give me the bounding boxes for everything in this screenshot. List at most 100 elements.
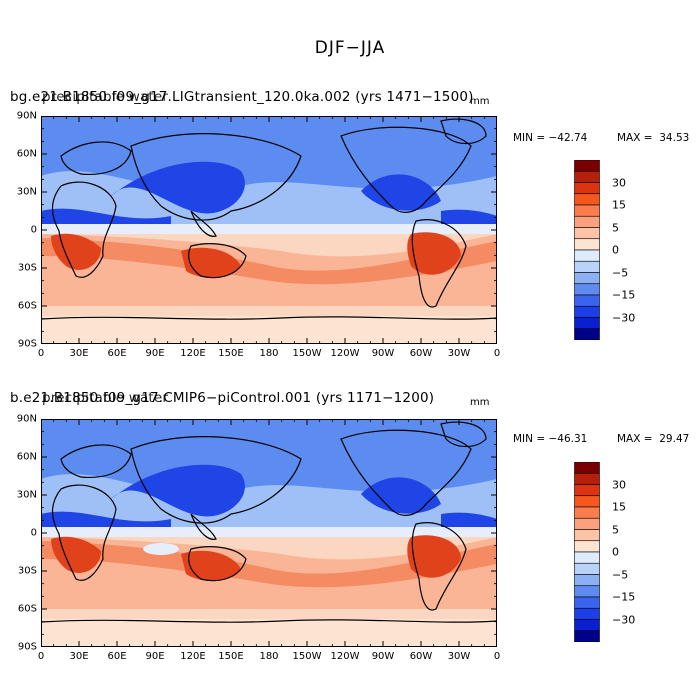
field-tropic-north-deep (41, 208, 171, 228)
field-australia-hot (181, 550, 241, 581)
indochina-coast (190, 513, 217, 540)
x-tick-label: 180 (259, 651, 279, 662)
colorbar-swatch (574, 495, 600, 508)
field-indian-ocean-neutral (143, 543, 179, 555)
x-tick-label: 90E (145, 651, 165, 662)
field-asia-deep (111, 161, 245, 214)
x-tick-label: 60E (107, 348, 127, 359)
namerica-coast (340, 429, 472, 516)
samerica-coast (411, 219, 467, 308)
colorbar-swatch (574, 585, 600, 598)
colorbar-swatch (574, 204, 600, 217)
colorbar-label: 30 (612, 176, 626, 189)
colorbar-swatch (574, 283, 600, 296)
antarctica-coast (41, 619, 497, 623)
y-tick-label: 30N (16, 186, 37, 198)
colorbar-swatch (574, 506, 600, 519)
panel-2-map (41, 419, 497, 647)
colorbar-label: 5 (612, 221, 619, 234)
colorbar-swatch (574, 215, 600, 228)
x-tick-label: 150E (218, 651, 244, 662)
panel-2-title: b.e21.B1850.f09_g17.CMIP6−piControl.001 … (10, 390, 435, 406)
colorbar-swatch (574, 529, 600, 542)
y-tick-label: 0 (30, 527, 37, 539)
colorbar-label: −15 (612, 590, 636, 604)
y-tick-label: 90S (17, 641, 37, 653)
colorbar-label: −30 (612, 311, 636, 324)
x-tick-label: 90W (371, 348, 395, 359)
panel-2-colorbar (574, 462, 600, 642)
field-equator-band (41, 224, 497, 234)
colorbar-swatch (574, 193, 600, 206)
panel-1-title: bg.e21.B1850.f09_g17.LIGtransient_120.0k… (10, 89, 474, 105)
y-tick-label: 90N (16, 413, 37, 425)
y-tick-label: 60N (16, 451, 37, 463)
x-tick-label: 150W (292, 348, 322, 359)
x-tick-label: 60W (409, 348, 433, 359)
x-tick-label: 60W (409, 651, 433, 662)
colorbar-swatch (574, 562, 600, 575)
panel-2-min: MIN = −46.31 (513, 433, 588, 445)
panel-1-variable-title: precipitable water (42, 89, 169, 105)
x-tick-label: 30W (447, 651, 471, 662)
colorbar-swatch (574, 574, 600, 587)
colorbar-swatch (574, 619, 600, 632)
field-asia-deep (111, 464, 245, 517)
x-tick-label: 180 (259, 348, 279, 359)
colorbar-label: 0 (612, 243, 619, 257)
indochina-coast (190, 210, 217, 237)
field-south-hot-band (41, 238, 497, 285)
x-tick-label: 90W (371, 651, 395, 662)
colorbar-swatch (574, 596, 600, 609)
y-tick-label: 30S (17, 262, 37, 274)
field-tropic-north-deep-east (441, 512, 497, 531)
colorbar-swatch (574, 317, 600, 330)
colorbar-label: 15 (612, 198, 626, 212)
x-tick-label: 150E (218, 348, 244, 359)
colorbar-swatch (574, 182, 600, 195)
colorbar-swatch (574, 227, 600, 240)
panel-1-map (41, 116, 497, 344)
field-namerica-deep (361, 477, 441, 514)
colorbar-swatch (574, 249, 600, 262)
panel-1-min: MIN = −42.74 (513, 132, 588, 144)
panel-2-variable-title: precipitable water (42, 390, 169, 406)
panel-1-max: MAX = 34.53 (617, 132, 690, 144)
australia-coast (188, 243, 247, 279)
colorbar-swatch (574, 462, 600, 474)
colorbar-label: −5 (612, 568, 629, 581)
colorbar-swatch (574, 160, 600, 172)
y-tick-label: 90N (16, 110, 37, 122)
x-tick-label: 0 (493, 348, 501, 359)
x-tick-label: 120E (180, 651, 206, 662)
field-tropic-north-deep-east (441, 209, 497, 228)
europe-coast (60, 141, 132, 175)
colorbar-swatch (574, 294, 600, 307)
x-tick-label: 120W (330, 348, 360, 359)
asia-coast (130, 436, 302, 524)
x-tick-label: 30E (69, 651, 89, 662)
colorbar-swatch (574, 607, 600, 620)
colorbar-label: 0 (612, 545, 619, 559)
y-tick-label: 30S (17, 565, 37, 577)
panel-1-colorbar (574, 160, 600, 340)
x-tick-label: 150W (292, 651, 322, 662)
colorbar-swatch (574, 630, 600, 642)
field-australia-hot (181, 247, 241, 278)
field-africa-hot (51, 233, 101, 270)
y-tick-label: 0 (30, 224, 37, 236)
x-tick-label: 60E (107, 651, 127, 662)
colorbar-swatch (574, 305, 600, 318)
greenland-coast (440, 118, 487, 145)
asia-coast (130, 133, 302, 221)
field-samerica-hot (407, 232, 461, 275)
y-tick-label: 60S (17, 300, 37, 312)
colorbar-label: 30 (612, 478, 626, 491)
figure-title: DJF−JJA (314, 38, 386, 58)
colorbar-swatch (574, 551, 600, 564)
x-tick-label: 0 (37, 651, 45, 662)
x-tick-label: 90E (145, 348, 165, 359)
x-tick-label: 0 (37, 348, 45, 359)
colorbar-swatch (574, 484, 600, 497)
namerica-coast (340, 126, 472, 213)
